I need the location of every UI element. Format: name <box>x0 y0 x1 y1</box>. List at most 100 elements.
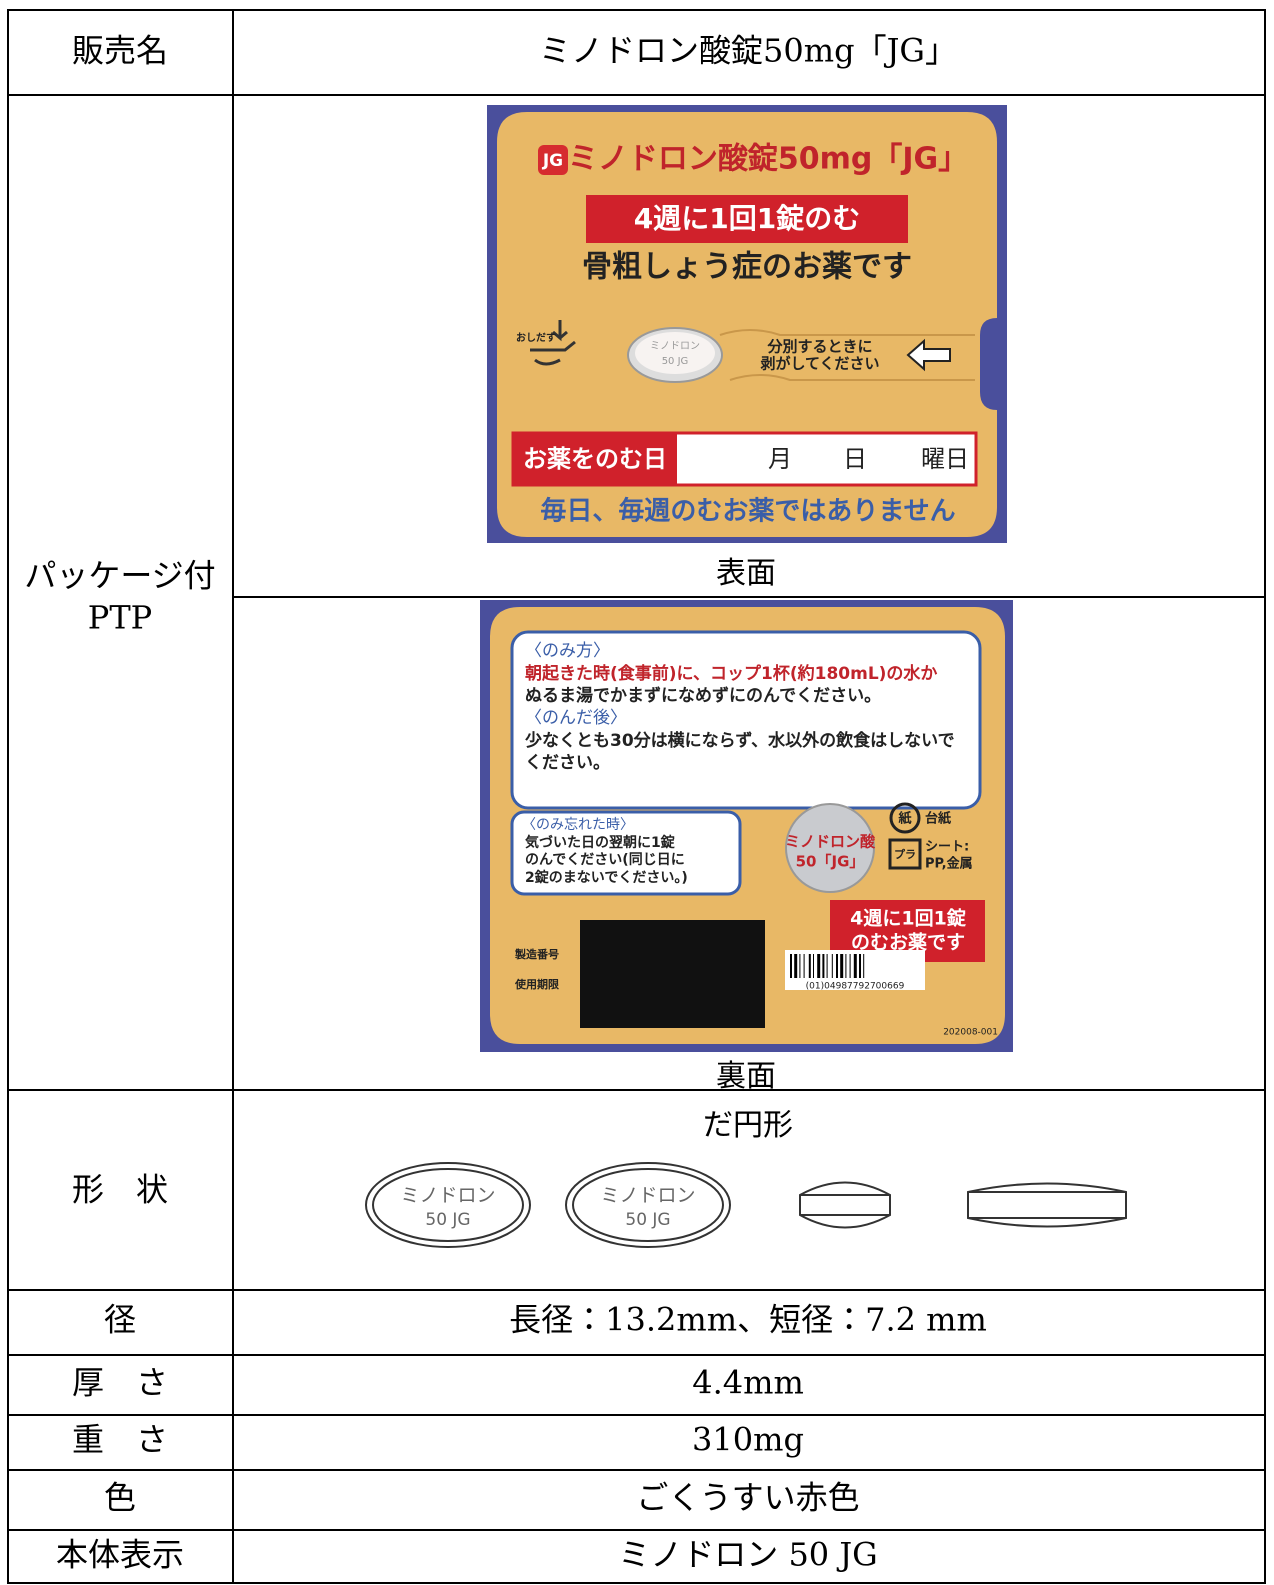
barcode-bar <box>849 954 851 978</box>
caption: 表面 <box>716 556 776 591</box>
tablet-outline <box>565 1162 731 1248</box>
barcode-bar <box>840 954 844 978</box>
tablet-text: ミノドロン酸 <box>785 833 876 851</box>
recycle-mark <box>889 802 921 834</box>
row-label: 色 <box>104 1479 136 1517</box>
tablet-side <box>967 1182 1127 1228</box>
push-text: おしだす <box>516 332 556 344</box>
arrow-icon <box>906 338 951 372</box>
missed-line: 気づいた日の翌朝に1錠 <box>525 834 676 851</box>
barcode-bar <box>836 954 838 978</box>
date-field: 日 <box>843 445 867 473</box>
table-border <box>7 9 1266 1584</box>
tablet-foil <box>785 803 875 893</box>
barcode-bar <box>808 954 811 978</box>
caption: 裏面 <box>716 1059 776 1094</box>
row-value: だ円形 <box>703 1108 793 1143</box>
row-value: 長径：13.2mm、短径：7.2 mm <box>509 1301 987 1339</box>
table-grid <box>7 9 1266 1584</box>
banner-text: 4週に1回1錠のむ <box>634 202 860 235</box>
imprint-text: ミノドロン <box>400 1185 495 1207</box>
row-label: 厚 さ <box>72 1364 168 1402</box>
tablet-side <box>799 1181 891 1229</box>
expiry-label: 使用期限 <box>514 977 559 991</box>
row-label: 販売名 <box>72 32 168 70</box>
barcode-bar <box>817 954 821 978</box>
lot-label: 製造番号 <box>514 947 559 961</box>
perforation <box>719 329 975 381</box>
recycle-text: PP,金属 <box>925 856 973 872</box>
recycle-text: 台紙 <box>925 811 951 827</box>
row-label: 径 <box>104 1301 136 1339</box>
row-value: ミノドロン酸錠50mg「JG」 <box>539 32 957 70</box>
date-field: 曜日 <box>921 445 969 473</box>
missed-box <box>510 810 742 896</box>
recycle-mark <box>888 838 922 870</box>
barcode-number: (01)04987792700669 <box>806 982 905 992</box>
barcode-bar <box>863 954 865 978</box>
missed-line: 2錠のまないでください。) <box>525 869 688 886</box>
section-title: 〈のみ忘れた時〉 <box>522 817 634 833</box>
recycle-mark-text: プラ <box>894 847 916 861</box>
barcode-bar <box>799 954 801 978</box>
push-icon <box>530 340 576 366</box>
row-label: 形 状 <box>72 1171 168 1209</box>
badge-text: 4週に1回1錠 <box>850 908 966 930</box>
tablet-outline <box>572 1168 724 1242</box>
barcode-bar <box>813 954 814 978</box>
imprint-text: ミノドロン <box>600 1185 695 1207</box>
missed-line: のんでください(同じ日に <box>525 852 685 868</box>
date-label-box <box>513 433 677 485</box>
row-value: ごくうすい赤色 <box>636 1479 859 1517</box>
barcode-bar <box>822 954 825 978</box>
row-value: 4.4mm <box>692 1364 804 1402</box>
recycle-text: シート: <box>925 840 969 855</box>
print-code: 202008-001 <box>943 1028 998 1038</box>
tablet-text: 50 JG <box>662 356 689 367</box>
barcode-bar <box>831 954 833 978</box>
banner <box>586 195 908 243</box>
instruction-line: 朝起きた時(食事前)に、コップ1杯(約180mL)の水か <box>525 663 937 684</box>
redacted-box <box>580 920 765 1028</box>
separate-text: 分別するときに <box>766 338 872 356</box>
section-title: 〈のみ方〉 <box>525 641 610 661</box>
separate-text: 剥がしてください <box>760 355 879 373</box>
instruction-line: ぬるま湯でかまずになめずにのんでください。 <box>525 686 881 706</box>
row-label: 重 さ <box>72 1421 168 1459</box>
tablet-text: ミノドロン <box>650 341 700 352</box>
date-field: 月 <box>768 445 792 473</box>
shape-drawings <box>365 1162 1127 1248</box>
package-title: ミノドロン酸錠50mg「JG」 <box>568 142 968 177</box>
barcode-bar <box>790 954 792 978</box>
push-arrow <box>552 320 568 342</box>
barcode-bar <box>803 954 805 978</box>
row-label: 本体表示 <box>56 1536 184 1574</box>
row-value: 310mg <box>692 1421 804 1459</box>
tablet-outline <box>365 1162 531 1248</box>
instruction-line: ください。 <box>525 753 610 773</box>
barcode-bar <box>853 954 857 978</box>
barcode-bar <box>845 954 847 978</box>
date-label: お薬をのむ日 <box>523 445 667 473</box>
badge-text: のむお薬です <box>851 931 965 954</box>
tablet-text: 50「JG」 <box>796 853 865 871</box>
barcode-bar <box>826 954 828 978</box>
instruction-box <box>510 630 982 810</box>
instruction-line: 少なくとも30分は横にならず、水以外の飲食はしないで <box>525 730 955 751</box>
tablet-outline <box>372 1168 524 1242</box>
package-back <box>480 600 1013 1052</box>
barcode <box>790 954 865 978</box>
imprint-text: 50 JG <box>625 1210 670 1230</box>
barcode-bar <box>859 954 861 978</box>
package-subtitle: 骨粗しょう症のお薬です <box>582 250 912 285</box>
imprint-text: 50 JG <box>425 1210 470 1230</box>
logo-box <box>538 145 568 175</box>
section-title: 〈のんだ後〉 <box>525 708 627 728</box>
row-label: パッケージ付 <box>24 557 215 595</box>
row-value: ミノドロン 50 JG <box>618 1536 877 1574</box>
package-note: 毎日、毎週のむお薬ではありません <box>540 497 955 527</box>
package-front <box>487 105 1007 543</box>
tablet <box>635 332 715 374</box>
